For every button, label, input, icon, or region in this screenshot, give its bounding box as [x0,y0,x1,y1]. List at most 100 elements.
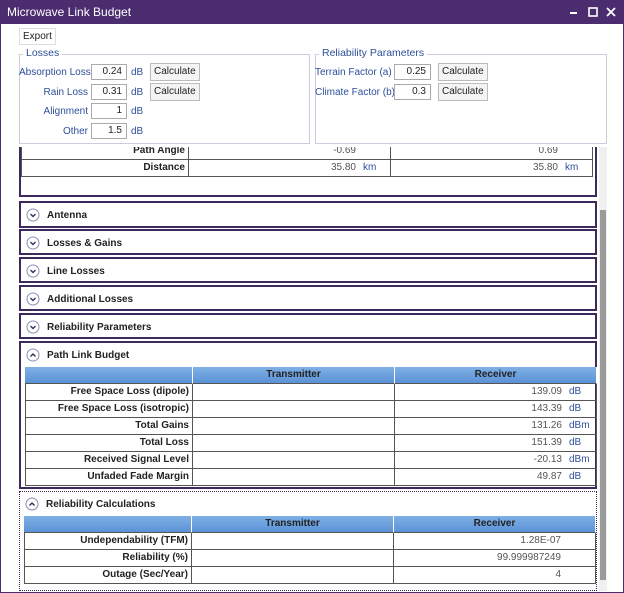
row-cell [193,435,395,452]
field-label: Alignment [43,106,88,117]
window-controls[interactable] [567,6,619,19]
section-title[interactable]: Reliability Calculations [46,499,156,510]
row-label: Unfaded Fade Margin [25,469,193,486]
table-header: Receiver [395,367,597,384]
row-label: Outage (Sec/Year) [24,567,192,584]
expander-icon[interactable] [26,292,40,306]
row-cell: 143.39 dB [395,401,597,418]
row-cell: 131.26 dBm [395,418,597,435]
cell-value: -0.69 [333,147,356,156]
row-cell [193,418,395,435]
group-box [315,54,607,144]
cell-unit: km [363,162,377,173]
row-cell: 1.28E-07 [394,533,596,550]
cell-value: 99.999987249 [497,552,561,563]
row-cell [193,469,395,486]
calculate-button[interactable]: Calculate [438,63,488,81]
group-title: Losses [23,47,63,59]
field-label: Other [62,125,88,137]
calculate-button[interactable]: Calculate [438,82,488,101]
field-label: Rain Loss [43,86,88,98]
cell-value: 143.39 [531,403,562,414]
field-input[interactable]: 0.25 [394,64,431,80]
scrollbar[interactable] [599,147,607,591]
row-label: Total Gains [25,418,193,435]
field-unit: dB [131,106,144,117]
row-cell: 35.80 km [391,160,593,177]
cell-unit: dB [569,403,582,414]
cell-value: 35.80 [532,162,558,173]
table-header: Receiver [394,516,596,533]
field-label: Absorption Loss [19,67,91,78]
section: Line Losses [19,257,597,283]
field-input[interactable]: 1.5 [91,122,127,139]
scrollbar-thumb[interactable] [600,210,606,580]
window-title: Microwave Link Budget [7,5,132,19]
cell-value: 139.09 [531,386,562,397]
section-title[interactable]: Path Link Budget [47,350,130,361]
cell-value: 0.69 [538,147,558,156]
cell-unit: dB [569,386,582,397]
row-cell: -0.69 [189,147,391,160]
row-cell [192,567,394,584]
row-cell: 35.80 km [189,160,391,177]
row-cell: 151.39 dB [395,435,597,452]
row-cell [193,401,395,418]
table-header [25,367,193,384]
export-button[interactable]: Export [19,28,56,45]
section: Path Link Budget Transmitter Receiver Free … [19,341,597,489]
group-box [19,54,310,144]
row-cell [192,533,394,550]
row-label: Undependability (TFM) [24,533,192,550]
cell-value: 35.80 [330,162,356,173]
cell-value: 49.87 [536,471,562,482]
cell-value: 4 [555,569,561,580]
cell-unit: dB [569,437,582,448]
section-title[interactable]: Losses & Gains [47,238,123,249]
expander-icon[interactable] [26,236,40,250]
field-label: Climate Factor (b) [315,86,396,98]
cell-unit: km [565,162,579,173]
field-unit: dB [131,125,144,137]
calculate-button[interactable]: Calculate [150,63,200,81]
section-title[interactable]: Antenna [47,210,87,221]
expander-icon[interactable] [26,208,40,222]
section-title[interactable]: Additional Losses [47,294,134,305]
expander-icon[interactable] [26,264,40,278]
section: Bearing (T)343.15163.07Path Angle-0.690.… [19,147,597,197]
table-header: Transmitter [192,516,394,533]
field-unit: dB [131,67,144,78]
cell-unit: dB [569,471,582,482]
expander-icon[interactable] [26,320,40,334]
row-cell: -20.13 dBm [395,452,597,469]
cell-value: -20.13 [533,454,562,465]
field-input[interactable]: 1 [91,103,127,119]
row-cell: 99.999987249 [394,550,596,567]
row-label: Reliability (%) [24,550,192,567]
cell-unit: dBm [569,454,590,465]
row-cell [192,550,394,567]
row-cell [193,452,395,469]
row-label: Received Signal Level [25,452,193,469]
section: Additional Losses [19,285,597,311]
section: Reliability Calculations Transmitter Recei… [19,491,597,591]
row-label: Total Loss [25,435,193,452]
field-label: Terrain Factor (a) [315,67,392,78]
field-input[interactable]: 0.24 [91,64,127,80]
section-title[interactable]: Reliability Parameters [47,322,152,333]
calculate-button[interactable]: Calculate [150,82,200,101]
row-cell: 49.87 dB [395,469,597,486]
expander-icon[interactable] [25,497,39,511]
table-header [24,516,192,533]
expander-icon[interactable] [26,348,40,362]
section: Reliability Parameters [19,313,597,339]
row-label: Free Space Loss (dipole) [25,384,193,401]
cell-value: 131.26 [531,420,562,431]
cell-value: 1.28E-07 [520,535,561,546]
field-input[interactable]: 0.3 [394,83,431,100]
section-title[interactable]: Line Losses [47,266,105,277]
row-label: Path Angle [21,147,189,160]
field-input[interactable]: 0.31 [91,83,127,100]
section: Antenna [19,201,597,228]
cell-value: 151.39 [531,437,562,448]
